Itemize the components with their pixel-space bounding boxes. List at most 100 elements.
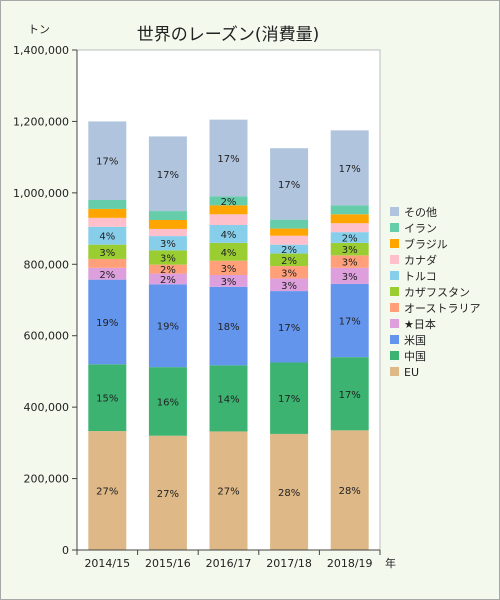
y-axis-unit-label: トン — [28, 23, 50, 36]
bar-segment — [330, 242, 369, 256]
bar-segment — [270, 291, 309, 363]
legend-label: 米国 — [404, 334, 426, 347]
data-label: 2% — [342, 234, 358, 245]
bar-segment — [270, 219, 309, 229]
data-label: 3% — [221, 277, 237, 288]
legend-item: EU — [390, 366, 419, 379]
x-tick-label: 2016/17 — [206, 557, 252, 570]
y-tick-label: 1,400,000 — [13, 44, 69, 57]
legend-swatch — [390, 271, 399, 280]
data-label: 27% — [217, 487, 239, 498]
bar-segment — [88, 121, 127, 200]
legend-label: トルコ — [404, 270, 437, 283]
bar-segment — [330, 214, 369, 224]
legend-item: その他 — [390, 206, 437, 219]
bar-segment — [209, 196, 248, 206]
data-label: 17% — [339, 390, 361, 401]
legend-item: カザフスタン — [390, 286, 470, 299]
data-label: 27% — [96, 487, 118, 498]
x-axis-unit-label: 年 — [385, 556, 396, 570]
data-label: 14% — [217, 394, 239, 405]
legend-swatch — [390, 367, 399, 376]
data-label: 3% — [221, 264, 237, 275]
bar-segment — [209, 119, 248, 197]
legend-swatch — [390, 335, 399, 344]
bars: 27%15%19%2%3%4%17%27%16%19%2%2%3%3%17%27… — [88, 119, 369, 550]
bar-segment — [88, 217, 127, 227]
bar-segment — [88, 279, 127, 365]
bar-segment — [330, 205, 369, 215]
data-label: 15% — [96, 394, 118, 405]
bar-segment — [148, 228, 187, 237]
y-axis: 0 200,000 400,000 600,000 800,000 1,000,000 1,… — [13, 44, 78, 557]
legend-swatch — [390, 287, 399, 296]
legend-swatch — [390, 239, 399, 248]
legend-item: ブラジル — [390, 237, 448, 251]
data-label: 3% — [160, 239, 176, 250]
legend-label: オーストラリア — [404, 302, 480, 315]
bar-segment — [88, 267, 127, 280]
x-tick-label: 2017/18 — [266, 557, 312, 570]
bar-segment — [330, 130, 369, 206]
legend-label: カザフスタン — [404, 286, 470, 299]
x-tick-label: 2015/16 — [145, 557, 191, 570]
bar-segment — [148, 264, 187, 274]
bar-segment — [209, 275, 248, 287]
bar-segment — [209, 205, 248, 215]
data-label: 3% — [160, 254, 176, 265]
bar-segment — [88, 364, 127, 432]
bar-segment — [270, 266, 309, 279]
data-label: 4% — [99, 232, 115, 243]
data-label: 4% — [221, 230, 237, 241]
legend-item: ★日本 — [390, 317, 436, 331]
data-label: 2% — [281, 256, 297, 267]
bar-segment — [148, 220, 187, 229]
bar-segment — [148, 284, 187, 368]
data-label: 17% — [278, 180, 300, 191]
legend-swatch — [390, 319, 399, 328]
data-label: 17% — [96, 157, 118, 168]
data-label: 2% — [160, 265, 176, 276]
bar-segment — [330, 283, 369, 358]
data-label: 2% — [221, 197, 237, 208]
x-tick-label: 2018/19 — [327, 557, 373, 570]
y-tick-label: 800,000 — [24, 258, 70, 271]
legend-swatch — [390, 303, 399, 312]
bar-segment — [148, 236, 187, 251]
data-label: 3% — [342, 258, 358, 269]
data-label: 3% — [342, 245, 358, 256]
y-tick-label: 600,000 — [24, 330, 70, 343]
legend-label: カナダ — [404, 253, 437, 267]
bar-segment — [330, 430, 369, 550]
bar-segment — [88, 226, 127, 245]
legend-label: イラン — [404, 222, 437, 235]
data-label: 3% — [281, 268, 297, 279]
legend-label: EU — [404, 366, 419, 379]
bar-segment — [209, 431, 248, 550]
legend-item: イラン — [390, 222, 437, 235]
bar-segment — [330, 255, 369, 268]
bar-segment — [88, 244, 127, 259]
bar-segment — [88, 258, 127, 268]
y-tick-label: 1,200,000 — [13, 115, 69, 128]
bar-segment — [270, 244, 309, 254]
data-label: 3% — [99, 248, 115, 259]
y-tick-label: 1,000,000 — [13, 187, 69, 200]
y-tick-label: 400,000 — [24, 401, 70, 414]
legend-label: ブラジル — [404, 237, 448, 251]
bar-segment — [148, 435, 187, 550]
bar-segment — [88, 208, 127, 218]
data-label: 3% — [281, 281, 297, 292]
legend-swatch — [390, 255, 399, 264]
bar-segment — [330, 357, 369, 431]
x-tick-label: 2014/15 — [84, 557, 130, 570]
bar-segment — [148, 273, 187, 285]
legend-item: 米国 — [390, 334, 426, 347]
bar-segment — [88, 200, 127, 209]
bar-segment — [209, 225, 248, 243]
data-label: 2% — [160, 275, 176, 286]
data-label: 19% — [96, 318, 118, 329]
bar-segment — [270, 235, 309, 245]
bar-segment — [330, 267, 369, 284]
